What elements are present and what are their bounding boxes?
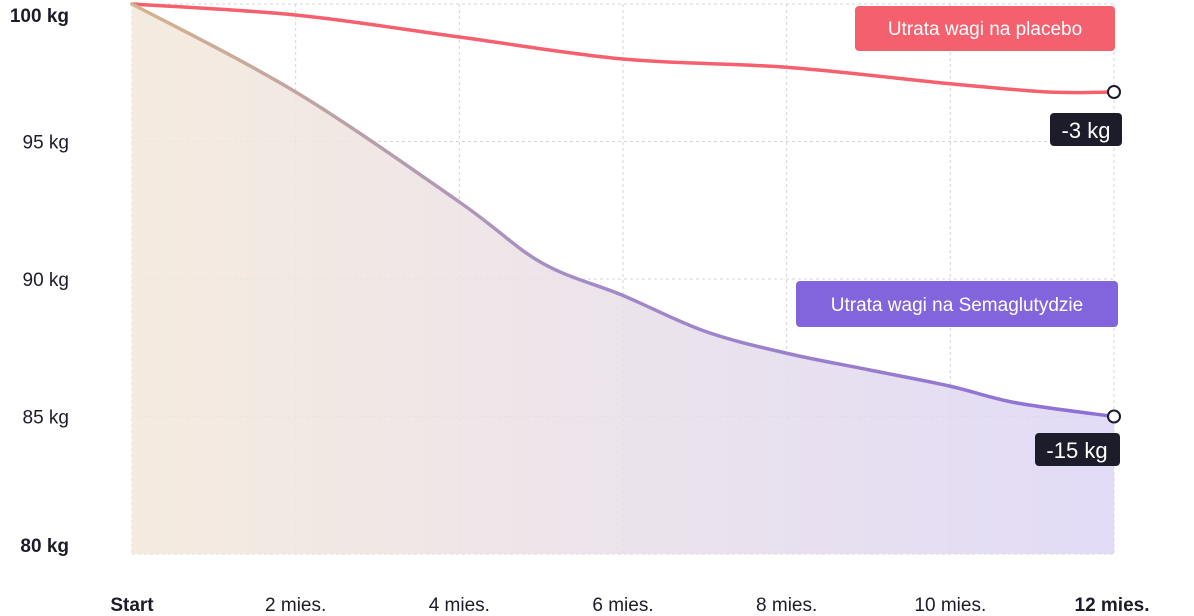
semaglutide-end-marker [1107, 409, 1121, 424]
end-label-placebo: -3 kg [1050, 113, 1122, 146]
x-tick-label: 10 mies. [914, 595, 986, 616]
y-tick-label: 95 kg [23, 133, 69, 154]
legend-placebo: Utrata wagi na placebo [855, 6, 1115, 51]
end-label-placebo-text: -3 kg [1062, 118, 1111, 143]
x-tick-label: 8 mies. [756, 595, 817, 616]
x-tick-label: 12 mies. [1075, 595, 1150, 616]
end-markers [1107, 85, 1121, 424]
x-tick-label: Start [110, 595, 154, 616]
area-fill [132, 4, 1114, 554]
series-lines [130, 2, 1116, 419]
end-label-semaglutide: -15 kg [1035, 433, 1120, 466]
x-tick-label: 6 mies. [592, 595, 653, 616]
legend-placebo-label: Utrata wagi na placebo [888, 19, 1082, 40]
end-label-semaglutide-text: -15 kg [1046, 438, 1107, 463]
legend-semaglutide: Utrata wagi na Semaglutydzie [796, 281, 1118, 327]
placebo-line [130, 2, 1116, 95]
x-tick-label: 4 mies. [429, 595, 490, 616]
y-tick-label: 100 kg [10, 6, 69, 27]
semaglutide-line [130, 2, 1116, 419]
placebo-end-marker [1107, 85, 1121, 99]
y-tick-label: 80 kg [20, 536, 69, 557]
y-tick-label: 90 kg [23, 270, 69, 291]
y-tick-label: 85 kg [23, 408, 69, 429]
x-tick-label: 2 mies. [265, 595, 326, 616]
legend-semaglutide-label: Utrata wagi na Semaglutydzie [831, 295, 1083, 316]
y-axis: 100 kg 95 kg 90 kg 85 kg 80 kg [10, 6, 69, 557]
semaglutide-area [132, 4, 1114, 554]
x-axis: Start 2 mies. 4 mies. 6 mies. 8 mies. 10 mies… [110, 595, 1149, 616]
